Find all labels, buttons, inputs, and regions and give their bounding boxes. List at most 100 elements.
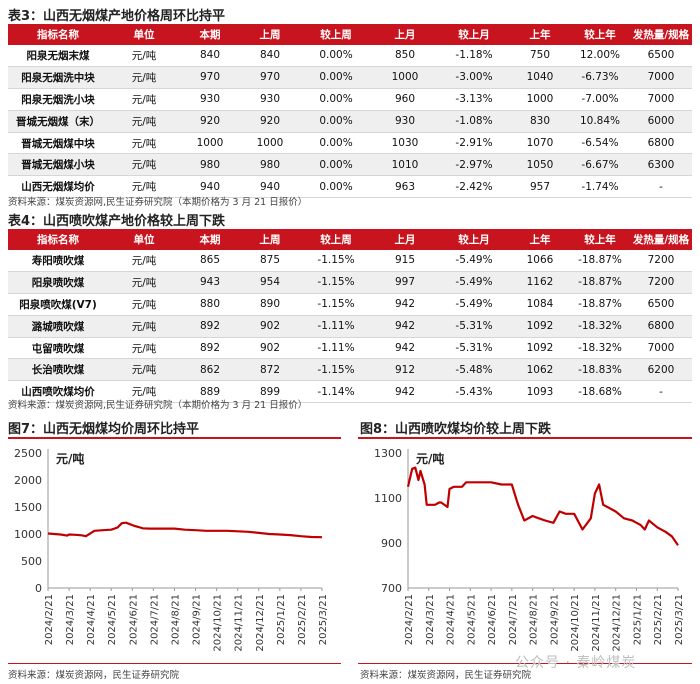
table4-header-row: 指标名称 单位 本期 上周 较上周 上月 较上月 上年 较上年 发热量/规格 — [8, 229, 692, 250]
table-cell: 872 — [240, 358, 300, 382]
table3: 指标名称 单位 本期 上周 较上周 上月 较上月 上年 较上年 发热量/规格 阳泉无烟末煤 元/吨 8… — [8, 24, 692, 199]
table-cell: 930 — [372, 110, 438, 133]
y-tick-label: 1300 — [374, 447, 402, 460]
y-tick-label: 1500 — [14, 501, 42, 514]
table-cell: -7.00% — [570, 88, 630, 111]
column-header: 较上年 — [570, 229, 630, 250]
table-cell: 830 — [510, 110, 570, 133]
table3-caption: 表3：山西无烟煤产地价格周环比持平 — [8, 9, 226, 24]
table-cell: -5.43% — [438, 380, 510, 404]
figure8-source: 资料来源：煤炭资源网，民生证券研究院 — [360, 670, 532, 681]
x-tick-label: 2024/2/21 — [404, 594, 415, 645]
table-cell: -2.42% — [438, 175, 510, 199]
y-tick-label: 1000 — [14, 528, 42, 541]
table-cell: 10.84% — [570, 110, 630, 133]
table-cell: 862 — [180, 358, 240, 382]
table-row: 阳泉喷吹煤 元/吨 943 954 -1.15% 997 -5.49% 1162 -18.87%… — [8, 271, 692, 294]
x-tick-label: 2024/9/21 — [549, 594, 560, 645]
table-cell: 942 — [372, 293, 438, 316]
figure7-divider — [8, 437, 341, 439]
table-cell: 912 — [372, 358, 438, 382]
row-name-cell: 长治喷吹煤 — [8, 358, 108, 382]
column-header: 较上年 — [570, 24, 630, 45]
y-tick-label: 2500 — [14, 447, 42, 460]
x-tick-label: 2024/12/21 — [612, 594, 623, 652]
y-tick-label: 1100 — [374, 492, 402, 505]
table-cell: - — [630, 175, 692, 199]
table-cell: 元/吨 — [108, 315, 180, 338]
table-cell: 6800 — [630, 132, 692, 155]
table-cell: -1.15% — [300, 358, 372, 382]
table-cell: 元/吨 — [108, 337, 180, 360]
table-cell: -1.08% — [438, 110, 510, 133]
x-tick-label: 2025/3/21 — [318, 594, 329, 645]
table-cell: 1066 — [510, 250, 570, 272]
table-cell: -18.87% — [570, 250, 630, 272]
table4-caption: 表4：山西喷吹煤产地价格较上周下跌 — [8, 214, 226, 229]
table-cell: -6.67% — [570, 153, 630, 177]
table-cell: 0.00% — [300, 45, 372, 67]
table-cell: 889 — [180, 380, 240, 404]
table-cell: 1000 — [240, 132, 300, 155]
figure8-chart: 700 900 1100 1300 元/吨 2024/2/21 2024/3/21 2024/… — [374, 447, 685, 652]
table-cell: -6.73% — [570, 66, 630, 89]
row-name-cell: 山西喷吹煤均价 — [8, 380, 108, 404]
table-cell: 6800 — [630, 315, 692, 338]
x-tick-label: 2024/9/21 — [192, 594, 203, 645]
table-cell: -1.15% — [300, 293, 372, 316]
column-header: 较上月 — [438, 24, 510, 45]
table-cell: -18.83% — [570, 358, 630, 382]
table-cell: 902 — [240, 315, 300, 338]
x-tick-label: 2024/3/21 — [425, 594, 436, 645]
table-cell: -18.32% — [570, 315, 630, 338]
figure8-caption: 图8：山西喷吹煤均价较上周下跌 — [360, 422, 552, 437]
column-header: 单位 — [108, 24, 180, 45]
table-cell: 元/吨 — [108, 88, 180, 111]
table-cell: 6000 — [630, 110, 692, 133]
table-cell: 元/吨 — [108, 250, 180, 272]
table-cell: 1092 — [510, 337, 570, 360]
column-header: 上年 — [510, 229, 570, 250]
table-cell: 7000 — [630, 337, 692, 360]
table-cell: 7000 — [630, 66, 692, 89]
table-cell: 7200 — [630, 250, 692, 272]
table-row: 屯留喷吹煤 元/吨 892 902 -1.11% 942 -5.31% 1092 -18.32%… — [8, 337, 692, 360]
table-cell: -5.31% — [438, 337, 510, 360]
table-cell: 0.00% — [300, 132, 372, 155]
table-cell: -3.13% — [438, 88, 510, 111]
table-cell: -5.49% — [438, 250, 510, 272]
table-cell: -5.48% — [438, 358, 510, 382]
table3-header-row: 指标名称 单位 本期 上周 较上周 上月 较上月 上年 较上年 发热量/规格 — [8, 24, 692, 45]
table-cell: 元/吨 — [108, 380, 180, 404]
table-cell: 997 — [372, 271, 438, 294]
column-header: 发热量/规格 — [630, 229, 692, 250]
table-cell: 1000 — [510, 88, 570, 111]
table-cell: 1092 — [510, 315, 570, 338]
table-cell: -18.87% — [570, 271, 630, 294]
series-line — [406, 466, 679, 546]
table4: 指标名称 单位 本期 上周 较上周 上月 较上月 上年 较上年 发热量/规格 寿阳喷吹煤 元/吨 86… — [8, 229, 692, 404]
table-cell: -1.15% — [300, 271, 372, 294]
table-cell: 7200 — [630, 271, 692, 294]
table-cell: 元/吨 — [108, 132, 180, 155]
x-tick-label: 2025/2/21 — [297, 594, 308, 645]
table-cell: 元/吨 — [108, 358, 180, 382]
table-cell: 1000 — [372, 66, 438, 89]
row-name-cell: 阳泉无烟洗中块 — [8, 66, 108, 89]
column-header: 较上月 — [438, 229, 510, 250]
row-name-cell: 阳泉无烟末煤 — [8, 45, 108, 67]
table-cell: 942 — [372, 380, 438, 404]
row-name-cell: 晋城无烟煤（末） — [8, 110, 108, 133]
column-header: 本期 — [180, 24, 240, 45]
table-cell: 920 — [240, 110, 300, 133]
table-cell: 970 — [180, 66, 240, 89]
y-tick-label: 900 — [381, 537, 402, 550]
table-cell: 865 — [180, 250, 240, 272]
table-cell: -18.32% — [570, 337, 630, 360]
table-cell: 1030 — [372, 132, 438, 155]
x-tick-label: 2024/4/21 — [446, 594, 457, 645]
column-header: 指标名称 — [8, 24, 108, 45]
column-header: 上月 — [372, 229, 438, 250]
table-cell: 1093 — [510, 380, 570, 404]
table-cell: 880 — [180, 293, 240, 316]
